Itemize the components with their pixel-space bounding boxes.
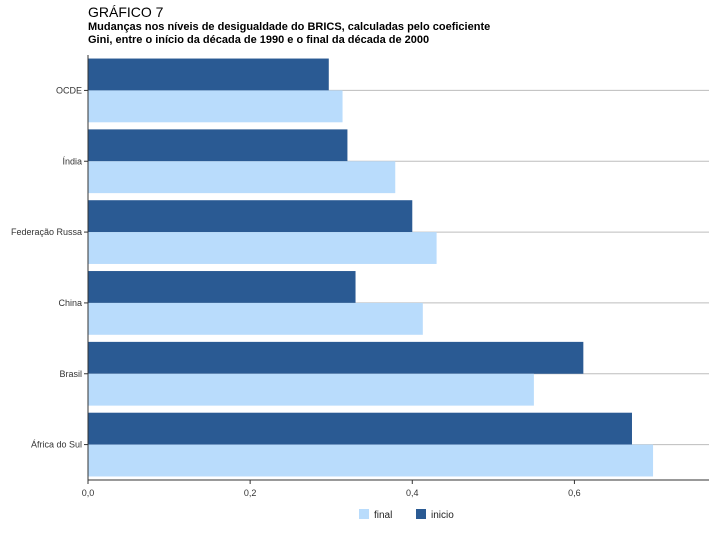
legend-swatch-inicio (416, 509, 426, 519)
bar-inicio-federacao-russa (88, 200, 413, 233)
y-tick-label-china: China (58, 298, 82, 308)
x-tick-label-0: 0,0 (82, 488, 95, 498)
x-tick-label-2: 0,4 (406, 488, 419, 498)
bar-final-india (88, 161, 396, 194)
chart-title-line-1: Mudanças nos níveis de desigualdade do B… (88, 21, 491, 33)
y-tick-labels: OCDE Índia Federação Russa China Brasil Áfric… (11, 85, 82, 449)
legend: final inicio (359, 509, 454, 521)
y-tick-label-africa-do-sul: África do Sul (31, 440, 82, 450)
bar-final-federacao-russa (88, 232, 437, 264)
chart-header: GRÁFICO 7 Mudanças nos níveis de desigua… (88, 4, 490, 47)
bars (88, 58, 654, 477)
bar-final-brasil (88, 373, 534, 406)
y-tick-label-ocde: OCDE (56, 85, 82, 95)
legend-label-inicio: inicio (431, 510, 454, 521)
bar-inicio-ocde (88, 58, 329, 91)
legend-swatch-final (359, 509, 369, 519)
bar-final-africa-do-sul (88, 444, 654, 477)
y-tick-label-federacao-russa: Federação Russa (11, 227, 82, 237)
chart-title-line-2: Gini, entre o início da década de 1990 e… (88, 34, 430, 46)
figure-label: GRÁFICO 7 (88, 4, 164, 20)
chart-title: Mudanças nos níveis de desigualdade do B… (88, 21, 490, 47)
bar-inicio-brasil (88, 341, 584, 374)
bar-inicio-africa-do-sul (88, 412, 632, 445)
bar-inicio-china (88, 271, 356, 303)
x-tick-label-1: 0,2 (244, 488, 257, 498)
y-tick-label-brasil: Brasil (59, 369, 82, 379)
x-tick-label-3: 0,6 (568, 488, 581, 498)
bar-final-china (88, 302, 423, 335)
bar-inicio-india (88, 129, 348, 162)
legend-label-final: final (374, 510, 392, 521)
y-tick-label-india: Índia (62, 156, 82, 166)
x-tick-labels: 0,0 0,2 0,4 0,6 (82, 488, 581, 498)
axes (84, 55, 709, 484)
bar-final-ocde (88, 90, 343, 123)
